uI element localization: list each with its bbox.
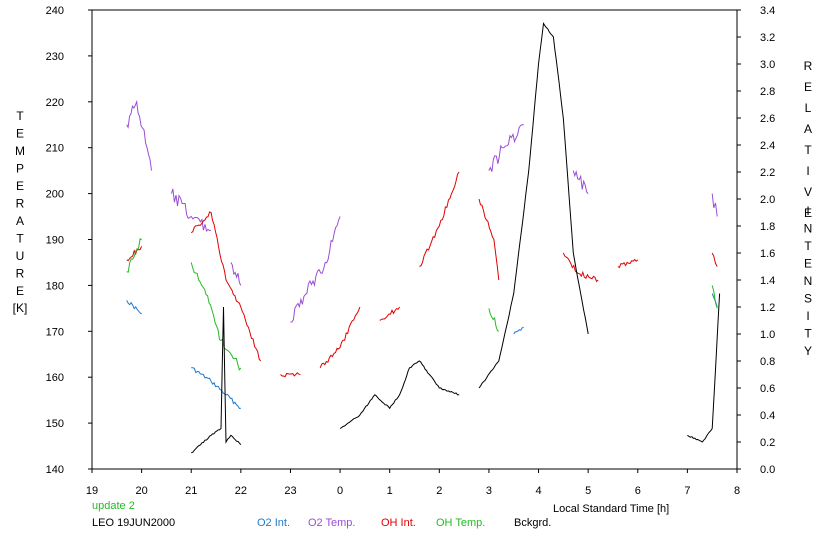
right-tick-label: 1.2	[760, 302, 775, 314]
x-tick-label: 3	[486, 485, 492, 497]
axis-title-letter: N	[804, 222, 813, 236]
left-tick-label: 240	[46, 5, 64, 17]
axis-title-letter: E	[804, 80, 812, 94]
left-tick-label: 220	[46, 97, 64, 109]
right-tick-label: 2.0	[760, 194, 775, 206]
series-layer	[126, 22, 721, 454]
axis-title-letter: T	[16, 109, 24, 123]
plot-frame	[91, 9, 738, 470]
axis-title-letter: I	[806, 309, 809, 323]
axis-title-letter: T	[16, 232, 24, 246]
axis-title-letter: A	[804, 122, 812, 136]
series-line-o2-int	[126, 293, 718, 410]
left-tick-label: 170	[46, 326, 64, 338]
axis-title-letter: T	[804, 239, 812, 253]
x-axis-ticks: 19 20 21 22 23 0 1 2 3 4 5 6 7 8	[86, 469, 740, 497]
right-tick-label: 1.6	[760, 248, 775, 260]
left-tick-label: 140	[46, 464, 64, 476]
axis-title-letter: R	[16, 267, 25, 281]
right-tick-label: 3.2	[760, 32, 775, 44]
axis-title-letter: E	[804, 257, 812, 271]
left-tick-label: 180	[46, 280, 64, 292]
right-tick-label: 3.0	[760, 59, 775, 71]
axis-title-letter: T	[804, 143, 812, 157]
axis-title-letter: A	[16, 214, 24, 228]
x-tick-label: 23	[284, 485, 296, 497]
left-tick-label: 190	[46, 235, 64, 247]
axis-title-letter: T	[804, 327, 812, 341]
left-tick-label: 210	[46, 143, 64, 155]
legend-oh-int: OH Int.	[381, 517, 416, 529]
right-tick-label: 0.0	[760, 464, 775, 476]
right-tick-label: 2.6	[760, 113, 775, 125]
x-axis-title: Local Standard Time [h]	[553, 503, 669, 515]
left-tick-label: 150	[46, 418, 64, 430]
axis-title-letter: I	[806, 164, 809, 178]
right-tick-label: 2.4	[760, 140, 775, 152]
axis-title-letter: N	[804, 274, 813, 288]
series-line-bckgrd	[191, 22, 721, 454]
axis-title-letter: P	[16, 162, 24, 176]
axis-title-letter: M	[15, 144, 25, 158]
x-tick-label: 1	[387, 485, 393, 497]
axis-title-letter: E	[16, 284, 24, 298]
right-tick-label: 2.2	[760, 167, 775, 179]
legend-o2-temp: O2 Temp.	[308, 517, 356, 529]
x-tick-label: 7	[684, 485, 690, 497]
station-label: LEO 19JUN2000	[92, 517, 175, 529]
left-axis-unit: [K]	[13, 301, 28, 315]
right-tick-label: 0.6	[760, 383, 775, 395]
series-line-oh-int	[126, 171, 718, 378]
axis-title-letter: U	[16, 249, 25, 263]
right-tick-label: 1.8	[760, 221, 775, 233]
x-tick-label: 5	[585, 485, 591, 497]
axis-title-letter: S	[804, 292, 812, 306]
x-tick-label: 4	[535, 485, 541, 497]
x-tick-label: 6	[635, 485, 641, 497]
right-tick-label: 2.8	[760, 86, 775, 98]
axis-title-letter: I	[806, 204, 809, 218]
x-tick-label: 20	[135, 485, 147, 497]
x-tick-label: 22	[235, 485, 247, 497]
axis-title-letter: V	[804, 185, 812, 199]
x-tick-label: 2	[436, 485, 442, 497]
left-axis-ticks: 140 150 160 170 180 190 200 210 220 230 240	[46, 5, 92, 476]
left-tick-label: 230	[46, 51, 64, 63]
right-tick-label: 0.8	[760, 356, 775, 368]
legend-oh-temp: OH Temp.	[436, 517, 485, 529]
legend-bckgrd: Bckgrd.	[514, 517, 551, 529]
x-tick-label: 8	[734, 485, 740, 497]
update-label: update 2	[92, 500, 135, 512]
right-axis-ticks: 0.0 0.2 0.4 0.6 0.8 1.0 1.2 1.4 1.6 1.8 2.0 2.2 2.4 2…	[737, 5, 775, 476]
x-tick-label: 0	[337, 485, 343, 497]
right-tick-label: 1.4	[760, 275, 775, 287]
x-tick-label: 21	[185, 485, 197, 497]
axis-title-letter: E	[16, 127, 24, 141]
axis-title-letter: Y	[804, 344, 812, 358]
left-tick-label: 200	[46, 189, 64, 201]
axis-title-letter: R	[804, 59, 813, 73]
axis-title-letter: E	[804, 206, 812, 220]
series-line-o2-temp	[126, 99, 718, 323]
axis-title-letter: L	[805, 101, 812, 115]
legend-o2-int: O2 Int.	[257, 517, 290, 529]
right-tick-label: 0.4	[760, 410, 775, 422]
right-tick-label: 3.4	[760, 5, 775, 17]
axis-title-letter: E	[16, 179, 24, 193]
right-tick-label: 1.0	[760, 329, 775, 341]
x-tick-label: 19	[86, 485, 98, 497]
axis-title-letter: R	[16, 197, 25, 211]
left-tick-label: 160	[46, 372, 64, 384]
series-line-oh-temp	[126, 238, 718, 371]
right-tick-label: 0.2	[760, 437, 775, 449]
